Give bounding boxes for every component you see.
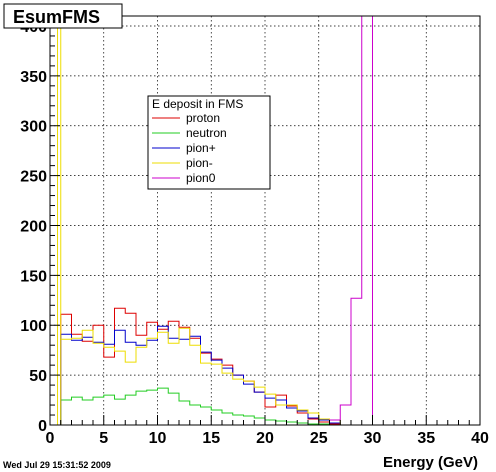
legend-label-pion0: pion0 [186,171,216,185]
legend-label-proton: proton [186,111,220,125]
x-tick-label: 30 [364,430,382,447]
y-tick-label: 350 [20,69,47,86]
title-box [3,3,123,29]
x-tick-label: 0 [46,430,55,447]
x-tick-label: 10 [149,430,167,447]
grid-lines [50,16,480,425]
x-tick-label: 35 [417,430,435,447]
histogram-series [57,15,373,426]
y-tick-label: 0 [38,418,47,435]
series-proton-line [60,307,373,426]
y-tick-label: 250 [20,169,47,186]
x-tick-label: 40 [471,430,489,447]
timestamp: Wed Jul 29 15:31:52 2009 [3,460,111,470]
legend-label-pion+: pion+ [186,141,216,155]
x-tick-label: 15 [202,430,220,447]
legend-box [147,95,271,190]
x-tick-label: 25 [310,430,328,447]
y-tick-label: 200 [20,218,47,235]
legend: E deposit in FMS protonneutronpion+pion-… [147,95,271,190]
x-tick-label: 20 [256,430,274,447]
y-tick-label: 300 [20,119,47,136]
legend-label-pion-: pion- [186,156,213,170]
y-tick-label: 50 [29,368,47,385]
y-tick-label: 150 [20,268,47,285]
x-axis-label: Energy (GeV) [383,454,478,471]
series-pion--line [60,327,373,426]
series-pion+-line [60,325,373,426]
y-tick-label: 100 [20,318,47,335]
x-tick-label: 5 [99,430,108,447]
legend-label-neutron: neutron [186,126,227,140]
legend-title: E deposit in FMS [152,97,243,111]
chart-title: EsumFMS [13,7,100,27]
axes: 0510152025303540050100150200250300350400 [20,15,489,447]
